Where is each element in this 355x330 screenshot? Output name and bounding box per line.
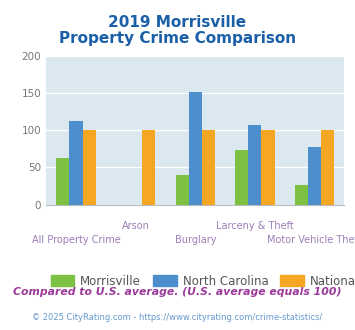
Bar [308, 147, 321, 205]
Text: Compared to U.S. average. (U.S. average equals 100): Compared to U.S. average. (U.S. average … [13, 287, 342, 297]
Bar [82, 130, 95, 205]
Bar [176, 175, 189, 205]
Text: Larceny & Theft: Larceny & Theft [216, 221, 294, 231]
Bar [248, 125, 261, 205]
Bar [235, 150, 248, 205]
Text: All Property Crime: All Property Crime [32, 235, 120, 245]
Legend: Morrisville, North Carolina, National: Morrisville, North Carolina, National [46, 270, 355, 292]
Bar [189, 92, 202, 205]
Text: Arson: Arson [122, 221, 149, 231]
Text: Motor Vehicle Theft: Motor Vehicle Theft [267, 235, 355, 245]
Bar [70, 121, 82, 205]
Bar [261, 130, 274, 205]
Bar [142, 130, 155, 205]
Text: © 2025 CityRating.com - https://www.cityrating.com/crime-statistics/: © 2025 CityRating.com - https://www.city… [32, 313, 323, 322]
Text: 2019 Morrisville: 2019 Morrisville [108, 15, 247, 30]
Bar [202, 130, 215, 205]
Bar [56, 158, 70, 205]
Text: Property Crime Comparison: Property Crime Comparison [59, 31, 296, 46]
Bar [295, 184, 308, 205]
Bar [321, 130, 334, 205]
Text: Burglary: Burglary [175, 235, 216, 245]
